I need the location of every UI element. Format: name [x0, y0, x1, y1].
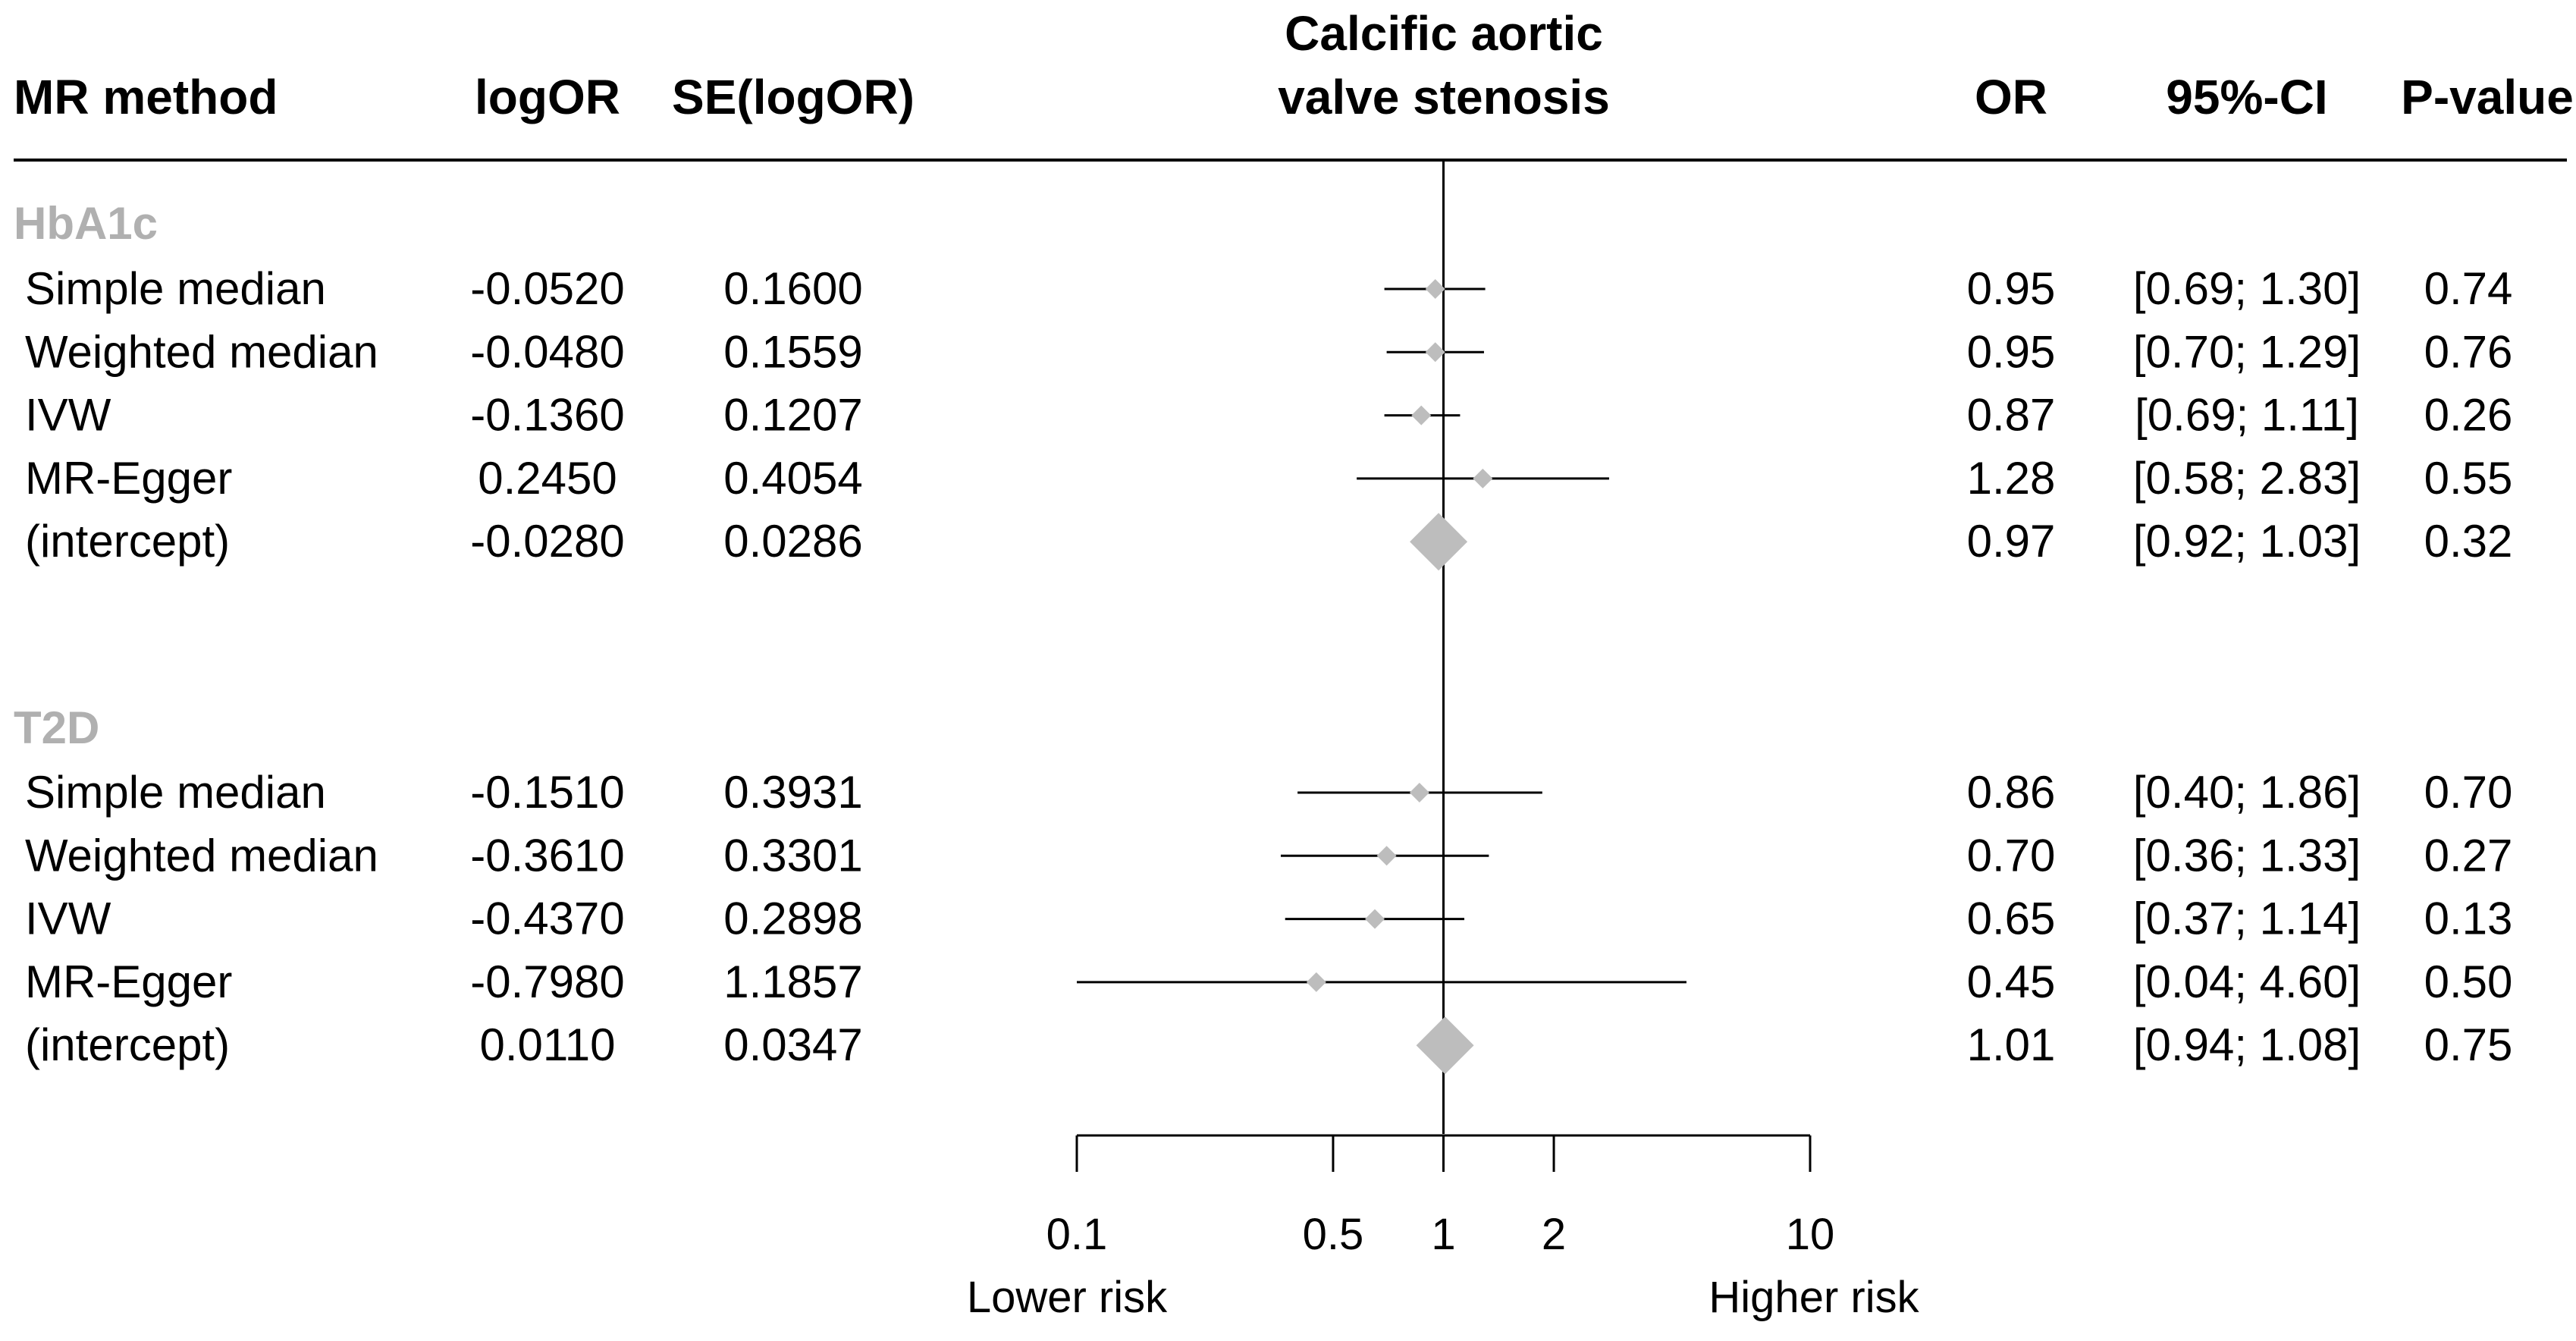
- group-label-t2d: T2D: [14, 702, 99, 753]
- row-logor: -0.0480: [470, 326, 625, 377]
- row-ci: [0.36; 1.33]: [2133, 830, 2361, 881]
- row-or: 0.87: [1967, 390, 2056, 441]
- point-estimate: [1425, 279, 1445, 299]
- row-p-value: 0.55: [2424, 453, 2513, 504]
- row-or: 0.95: [1967, 326, 2056, 377]
- header-p-value: P-value: [2401, 70, 2574, 124]
- row-logor: -0.1510: [470, 767, 625, 818]
- row-method: IVW: [25, 390, 111, 441]
- row-method: Simple median: [25, 767, 326, 818]
- rows-group: Simple median -0.0520 0.1600 0.95 [0.69; 1.3…: [25, 263, 2512, 1070]
- row-method: Simple median: [25, 263, 326, 314]
- row-p-value: 0.76: [2424, 326, 2513, 377]
- axis-tick-label-2: 2: [1542, 1210, 1566, 1259]
- row-ci: [0.70; 1.29]: [2133, 326, 2361, 377]
- row-se: 1.1857: [723, 956, 863, 1007]
- point-estimate: [1409, 783, 1429, 802]
- marks-group: [1077, 279, 1686, 1075]
- point-estimate: [1306, 972, 1326, 992]
- row-se: 0.1600: [723, 263, 863, 314]
- axis-tick-label-10: 10: [1786, 1210, 1835, 1259]
- row-logor: 0.0110: [479, 1019, 615, 1070]
- point-estimate: [1376, 846, 1397, 866]
- header-or: OR: [1975, 70, 2047, 124]
- axis-tick-label-1: 1: [1431, 1210, 1455, 1259]
- row-se: 0.2898: [723, 893, 863, 944]
- row-method: Weighted median: [25, 830, 378, 881]
- row-ci: [0.94; 1.08]: [2133, 1019, 2361, 1070]
- row-ci: [0.58; 2.83]: [2133, 453, 2361, 504]
- row-or: 0.95: [1967, 263, 2056, 314]
- row-logor: -0.0520: [470, 263, 625, 314]
- row-method: (intercept): [25, 516, 230, 567]
- title-line-1: Calcific aortic: [1285, 6, 1603, 61]
- row-p-value: 0.13: [2424, 893, 2513, 944]
- row-method: MR-Egger: [25, 453, 232, 504]
- axis-label-lower-risk: Lower risk: [967, 1273, 1168, 1322]
- header-se-logor: SE(logOR): [672, 70, 915, 124]
- row-ci: [0.69; 1.11]: [2135, 390, 2359, 441]
- header-mr-method: MR method: [14, 70, 278, 124]
- row-logor: -0.1360: [470, 390, 625, 441]
- row-method: (intercept): [25, 1019, 230, 1070]
- point-estimate: [1425, 342, 1445, 363]
- row-method: MR-Egger: [25, 956, 232, 1007]
- row-se: 0.3931: [723, 767, 863, 818]
- row-or: 0.70: [1967, 830, 2056, 881]
- summary-diamond: [1416, 1016, 1474, 1075]
- row-or: 0.45: [1967, 956, 2056, 1007]
- row-se: 0.1207: [723, 390, 863, 441]
- row-method: Weighted median: [25, 326, 378, 377]
- row-p-value: 0.27: [2424, 830, 2513, 881]
- row-se: 0.3301: [723, 830, 863, 881]
- row-se: 0.0286: [723, 516, 863, 567]
- row-p-value: 0.26: [2424, 390, 2513, 441]
- title-line-2: valve stenosis: [1278, 70, 1610, 124]
- row-p-value: 0.75: [2424, 1019, 2513, 1070]
- axis-label-higher-risk: Higher risk: [1708, 1273, 1919, 1322]
- header-logor: logOR: [475, 70, 620, 124]
- row-se: 0.1559: [723, 326, 863, 377]
- header-ci: 95%-CI: [2166, 70, 2327, 124]
- row-p-value: 0.70: [2424, 767, 2513, 818]
- row-p-value: 0.32: [2424, 516, 2513, 567]
- row-or: 0.86: [1967, 767, 2056, 818]
- axis-tick-label-0.5: 0.5: [1303, 1210, 1364, 1259]
- point-estimate: [1411, 405, 1432, 426]
- row-logor: 0.2450: [478, 453, 617, 504]
- row-ci: [0.69; 1.30]: [2133, 263, 2361, 314]
- row-p-value: 0.74: [2424, 263, 2513, 314]
- axis-tick-label-0.1: 0.1: [1046, 1210, 1108, 1259]
- row-se: 0.0347: [723, 1019, 863, 1070]
- row-or: 1.01: [1967, 1019, 2056, 1070]
- group-label-hba1c: HbA1c: [14, 198, 158, 249]
- row-se: 0.4054: [723, 453, 863, 504]
- point-estimate: [1365, 909, 1385, 929]
- row-ci: [0.04; 4.60]: [2133, 956, 2361, 1007]
- row-logor: -0.7980: [470, 956, 625, 1007]
- row-ci: [0.92; 1.03]: [2133, 516, 2361, 567]
- row-p-value: 0.50: [2424, 956, 2513, 1007]
- row-logor: -0.3610: [470, 830, 625, 881]
- row-or: 0.65: [1967, 893, 2056, 944]
- row-logor: -0.4370: [470, 893, 625, 944]
- point-estimate: [1473, 468, 1493, 488]
- row-method: IVW: [25, 893, 111, 944]
- row-or: 0.97: [1967, 516, 2056, 567]
- x-axis: [1075, 1134, 1812, 1172]
- row-logor: -0.0280: [470, 516, 625, 567]
- row-ci: [0.37; 1.14]: [2133, 893, 2361, 944]
- row-or: 1.28: [1967, 453, 2056, 504]
- row-ci: [0.40; 1.86]: [2133, 767, 2361, 818]
- summary-diamond: [1410, 513, 1468, 571]
